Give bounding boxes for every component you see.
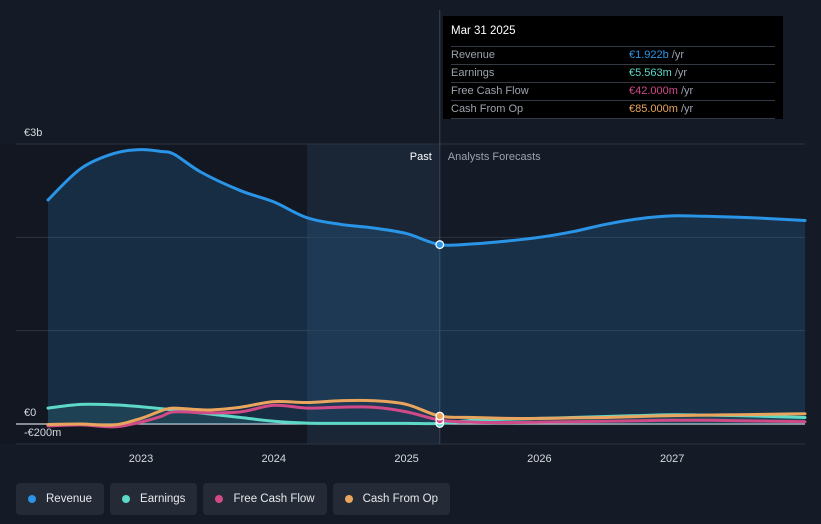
tooltip-row-unit: /yr: [680, 85, 694, 97]
x-tick-label: 2026: [527, 453, 551, 465]
tooltip-row-unit: /yr: [674, 67, 688, 79]
y-tick-label: €0: [24, 407, 36, 419]
grid-lines: [16, 10, 805, 445]
past-label: Past: [410, 151, 432, 163]
tooltip-row-label: Free Cash Flow: [451, 85, 529, 97]
highlight-band: [306, 144, 440, 444]
legend-item-label: Free Cash Flow: [233, 493, 315, 505]
tooltip-row-value: €5.563m: [629, 67, 672, 79]
tooltip-row-unit: /yr: [671, 49, 684, 61]
tooltip-row: Revenue €1.922b/yr: [451, 47, 775, 65]
legend-item-free-cash-flow[interactable]: Free Cash Flow: [203, 483, 327, 515]
y-tick-label: €3b: [24, 127, 42, 139]
series-areas: [48, 149, 805, 424]
tooltip-row-label: Revenue: [451, 49, 496, 61]
forecast-label: Analysts Forecasts: [448, 151, 541, 163]
series-markers: [435, 240, 445, 428]
legend-item-revenue[interactable]: Revenue: [16, 483, 105, 515]
y-tick-label: -€200m: [24, 427, 61, 439]
legend-item-label: Earnings: [140, 493, 186, 505]
marker-cash-from-op: [435, 411, 445, 421]
tooltip-panel: Mar 31 2025 Revenue €1.922b/yr Earnings €5.…: [443, 16, 783, 119]
tooltip-row-value: €85.000m: [629, 103, 678, 115]
tooltip-row: Free Cash Flow €42.000m/yr: [451, 83, 775, 101]
x-tick-label: 2027: [660, 453, 684, 465]
marker-revenue: [435, 240, 445, 250]
legend-item-label: Revenue: [46, 493, 93, 505]
legend-dot-icon: [215, 495, 224, 503]
legend-dot-icon: [122, 495, 131, 503]
series-line-cash-from-op: [46, 398, 807, 427]
series-area-earnings: [48, 404, 805, 424]
tooltip-date: Mar 31 2025: [451, 24, 775, 47]
tooltip-row-label: Cash From Op: [451, 103, 524, 115]
tooltip-row-unit: /yr: [680, 103, 694, 115]
series-lines: [46, 148, 807, 429]
tooltip-row: Earnings €5.563m/yr: [451, 65, 775, 83]
tooltip-row-label: Earnings: [451, 67, 495, 79]
legend-dot-icon: [344, 495, 353, 503]
x-tick-label: 2023: [129, 453, 153, 465]
x-tick-label: 2024: [262, 453, 286, 465]
legend-item-label: Cash From Op: [362, 493, 439, 505]
x-tick-label: 2025: [394, 453, 418, 465]
legend-item-cash-from-op[interactable]: Cash From Op: [332, 483, 451, 515]
series-area-revenue: [48, 149, 805, 424]
legend-dot-icon: [28, 495, 36, 503]
legend: Revenue Earnings Free Cash Flow Cash From O…: [16, 483, 451, 515]
tooltip-row-value: €1.922b: [629, 49, 669, 61]
tooltip-row: Cash From Op €85.000m/yr: [451, 101, 775, 119]
series-line-free-cash-flow: [46, 403, 807, 429]
tooltip-row-value: €42.000m: [629, 85, 678, 97]
legend-item-earnings[interactable]: Earnings: [110, 483, 198, 515]
series-line-revenue: [46, 148, 807, 247]
